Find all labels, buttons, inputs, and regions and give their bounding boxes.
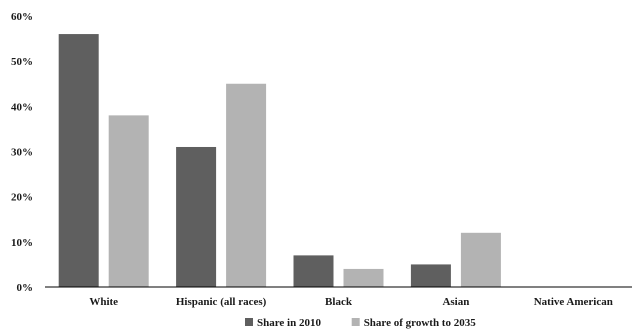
bar-asian-series-1	[410, 264, 451, 287]
y-tick-label: 10%	[11, 237, 33, 249]
bar-hispanic-all-races-series-2	[226, 83, 267, 287]
bar-black-series-2	[343, 268, 384, 287]
bar-asian-series-2	[460, 232, 501, 287]
x-category-label: White	[89, 296, 118, 308]
x-category-label: Native American	[534, 296, 613, 308]
bars-group	[58, 34, 501, 287]
x-category-label: Black	[325, 296, 353, 308]
legend-swatch	[351, 318, 360, 326]
bar-white-series-2	[108, 115, 149, 287]
y-tick-label: 0%	[17, 282, 34, 294]
bar-white-series-1	[58, 34, 99, 287]
y-tick-label: 20%	[11, 192, 33, 204]
y-tick-label: 40%	[11, 101, 33, 113]
category-labels: White Hispanic (all races) Black Asian Nativ…	[89, 296, 613, 308]
bar-black-series-1	[293, 255, 334, 287]
legend-label: Share of growth to 2035	[364, 317, 477, 329]
y-axis-ticks: 0% 10% 20% 30% 40% 50% 60%	[11, 11, 33, 294]
y-tick-label: 50%	[11, 56, 33, 68]
y-tick-label: 30%	[11, 147, 33, 159]
y-tick-label: 60%	[11, 11, 33, 23]
legend-swatch	[245, 318, 253, 326]
x-category-label: Asian	[442, 296, 469, 308]
legend: Share in 2010 Share of growth to 2035	[245, 317, 476, 329]
legend-label: Share in 2010	[257, 317, 321, 329]
bar-hispanic-all-races-series-1	[176, 146, 217, 287]
x-category-label: Hispanic (all races)	[176, 296, 267, 308]
